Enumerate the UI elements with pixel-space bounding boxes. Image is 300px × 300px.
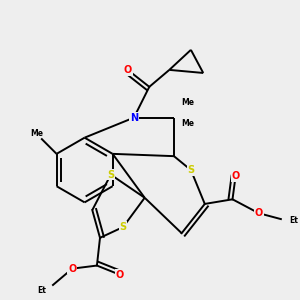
Text: Me: Me (182, 98, 195, 107)
Text: O: O (68, 264, 76, 274)
Text: N: N (130, 112, 138, 123)
Text: O: O (124, 65, 132, 75)
Text: O: O (232, 171, 240, 181)
Text: O: O (255, 208, 263, 218)
Text: Me: Me (182, 119, 195, 128)
Text: Et: Et (37, 286, 46, 295)
Text: S: S (187, 165, 194, 175)
Text: Me: Me (30, 129, 43, 138)
Text: S: S (119, 222, 127, 232)
Text: S: S (107, 170, 114, 180)
Text: O: O (116, 270, 124, 280)
Text: Et: Et (290, 216, 298, 225)
